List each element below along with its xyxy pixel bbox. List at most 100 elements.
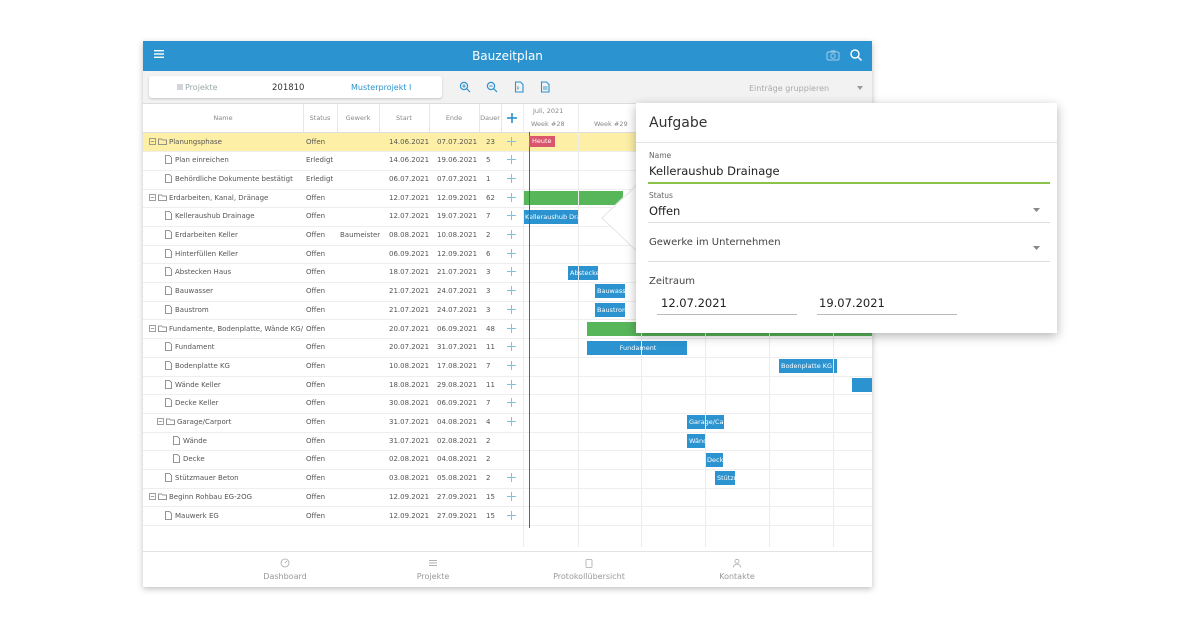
collapse-icon[interactable] <box>149 193 156 201</box>
table-row[interactable]: Abstecken Haus Offen 18.07.2021 21.07.2021 3 <box>143 263 872 284</box>
search-icon[interactable] <box>849 48 863 62</box>
row-name: Garage/Carport <box>177 418 232 426</box>
row-start: 31.07.2021 <box>389 436 430 445</box>
collapse-icon[interactable] <box>149 137 156 145</box>
add-subtask-icon[interactable] <box>507 136 516 146</box>
status-select[interactable]: Offen <box>649 204 681 218</box>
col-header-status[interactable]: Status <box>303 104 338 132</box>
nav-dashboard[interactable]: Dashboard <box>225 552 345 587</box>
row-status: Offen <box>306 268 326 277</box>
row-ende: 29.08.2021 <box>437 380 478 389</box>
camera-icon[interactable] <box>826 49 840 61</box>
table-row[interactable]: Fundamente, Bodenplatte, Wände KG/Garage… <box>143 320 872 340</box>
document-icon[interactable] <box>539 81 551 93</box>
table-row[interactable]: Erdarbeiten Keller Offen Baumeister 08.08.2… <box>143 226 872 246</box>
chevron-down-icon[interactable] <box>1033 208 1040 212</box>
file-icon <box>165 379 172 389</box>
file-icon <box>165 211 172 221</box>
add-subtask-icon[interactable] <box>507 417 516 426</box>
today-line <box>529 132 530 528</box>
zoom-in-icon[interactable] <box>459 81 471 93</box>
table-row[interactable]: Mauwerk EG Offen 12.09.2021 27.09.2021 15 <box>143 507 872 527</box>
gewerk-select[interactable]: Gewerke im Unternehmen <box>649 237 781 248</box>
gantt-bar[interactable]: Wände <box>687 434 705 448</box>
gantt-bar[interactable] <box>523 190 623 205</box>
nav-protokoll[interactable]: Protokollübersicht <box>529 552 649 587</box>
file-icon <box>165 267 172 277</box>
add-subtask-icon[interactable] <box>507 360 516 370</box>
start-date-input[interactable]: 12.07.2021 <box>661 296 727 310</box>
pdf-export-icon[interactable]: P <box>513 81 525 93</box>
table-row[interactable]: Baustrom Offen 21.07.2021 24.07.2021 3 <box>143 301 872 321</box>
add-subtask-icon[interactable] <box>507 398 516 408</box>
gantt-bar[interactable]: Fundament <box>587 340 687 355</box>
menu-icon[interactable] <box>152 47 166 61</box>
col-header-start[interactable]: Start <box>379 104 430 132</box>
table-row[interactable]: Erdarbeiten, Kanal, Dränage Offen 12.07.20… <box>143 189 872 209</box>
table-row[interactable]: Behördliche Dokumente bestätigt Erledigt 0… <box>143 170 872 190</box>
gantt-bar[interactable]: Abstecken Haus <box>568 265 598 280</box>
table-row[interactable]: Garage/Carport Offen 31.07.2021 04.08.2021 4 <box>143 413 872 433</box>
table-row[interactable]: Decke Keller Offen 30.08.2021 06.09.2021 7 <box>143 394 872 414</box>
gantt-bar[interactable]: Bodenplatte KG <box>779 359 837 374</box>
gantt-bar[interactable]: Stützmauer Beton <box>715 471 735 486</box>
row-start: 14.06.2021 <box>389 156 430 165</box>
collapse-icon[interactable] <box>157 418 164 425</box>
top-app-bar: Bauzeitplan <box>143 41 872 71</box>
table-row[interactable]: Wände Keller Offen 18.08.2021 29.08.2021 11 <box>143 376 872 396</box>
project-selector[interactable]: Projekte 201810 Musterprojekt I <box>149 76 442 98</box>
chevron-down-icon[interactable] <box>857 86 863 90</box>
nav-projekte[interactable]: Projekte <box>373 552 493 587</box>
add-subtask-icon[interactable] <box>507 304 516 314</box>
table-row[interactable]: Hinterfüllen Keller Offen 06.09.2021 12.09.… <box>143 245 872 265</box>
add-subtask-icon[interactable] <box>507 267 516 277</box>
add-subtask-icon[interactable] <box>507 192 516 202</box>
row-start: 12.09.2021 <box>389 492 430 501</box>
table-row[interactable]: Wände Offen 31.07.2021 02.08.2021 2 <box>143 432 872 452</box>
add-subtask-icon[interactable] <box>507 230 516 239</box>
zoom-out-icon[interactable] <box>486 81 498 93</box>
row-name: Fundament <box>175 343 215 352</box>
add-subtask-icon[interactable] <box>507 379 516 389</box>
add-subtask-icon[interactable] <box>507 510 516 520</box>
add-subtask-icon[interactable] <box>507 173 516 183</box>
gantt-bar[interactable] <box>852 377 872 392</box>
table-row[interactable]: Stützmauer Beton Offen 03.08.2021 05.08.202… <box>143 469 872 489</box>
row-dauer: 48 <box>486 324 495 333</box>
collapse-icon[interactable] <box>149 492 156 500</box>
table-row[interactable]: Bodenplatte KG Offen 10.08.2021 17.08.2021 7 <box>143 357 872 377</box>
add-subtask-icon[interactable] <box>507 323 516 333</box>
table-row[interactable]: Bauwasser Offen 21.07.2021 24.07.2021 3 <box>143 282 872 302</box>
add-subtask-icon[interactable] <box>507 491 516 501</box>
gantt-bar[interactable]: Decke <box>705 452 723 467</box>
add-task-icon[interactable] <box>507 113 517 123</box>
row-ende: 19.07.2021 <box>437 212 478 221</box>
name-input[interactable]: Kelleraushub Drainage <box>649 164 780 178</box>
add-subtask-icon[interactable] <box>507 248 516 258</box>
gantt-bar[interactable]: Baustrom <box>595 303 625 318</box>
add-subtask-icon[interactable] <box>507 286 516 296</box>
project-name[interactable]: Musterprojekt I <box>351 83 412 92</box>
gantt-bar[interactable]: Bauwasser <box>595 284 625 299</box>
grouping-select[interactable]: Einträge gruppieren <box>749 84 830 93</box>
col-header-dauer[interactable]: Dauer <box>479 104 502 132</box>
table-row[interactable]: Plan einreichen Erledigt 14.06.2021 19.06.2… <box>143 151 872 171</box>
col-header-gewerk[interactable]: Gewerk <box>337 104 380 132</box>
col-header-ende[interactable]: Ende <box>429 104 480 132</box>
add-subtask-icon[interactable] <box>507 155 516 165</box>
add-subtask-icon[interactable] <box>507 342 516 352</box>
table-row[interactable]: Decke Offen 02.08.2021 04.08.2021 2 <box>143 450 872 471</box>
collapse-icon[interactable] <box>149 324 156 332</box>
row-start: 12.07.2021 <box>389 193 430 202</box>
end-date-input[interactable]: 19.07.2021 <box>819 296 885 310</box>
col-header-name[interactable]: Name <box>143 104 304 132</box>
gantt-bar[interactable]: Kelleraushub Drainage <box>523 209 578 224</box>
add-subtask-icon[interactable] <box>507 211 516 221</box>
file-icon <box>173 454 180 464</box>
table-row[interactable]: Fundament Offen 20.07.2021 31.07.2021 11 <box>143 338 872 358</box>
chevron-down-icon[interactable] <box>1033 246 1040 250</box>
nav-kontakte[interactable]: Kontakte <box>677 552 797 587</box>
table-row[interactable]: Beginn Rohbau EG-2OG Offen 12.09.2021 27.09… <box>143 488 872 508</box>
table-row[interactable]: Kelleraushub Drainage Offen 12.07.2021 19.0… <box>143 207 872 227</box>
add-subtask-icon[interactable] <box>507 473 516 483</box>
